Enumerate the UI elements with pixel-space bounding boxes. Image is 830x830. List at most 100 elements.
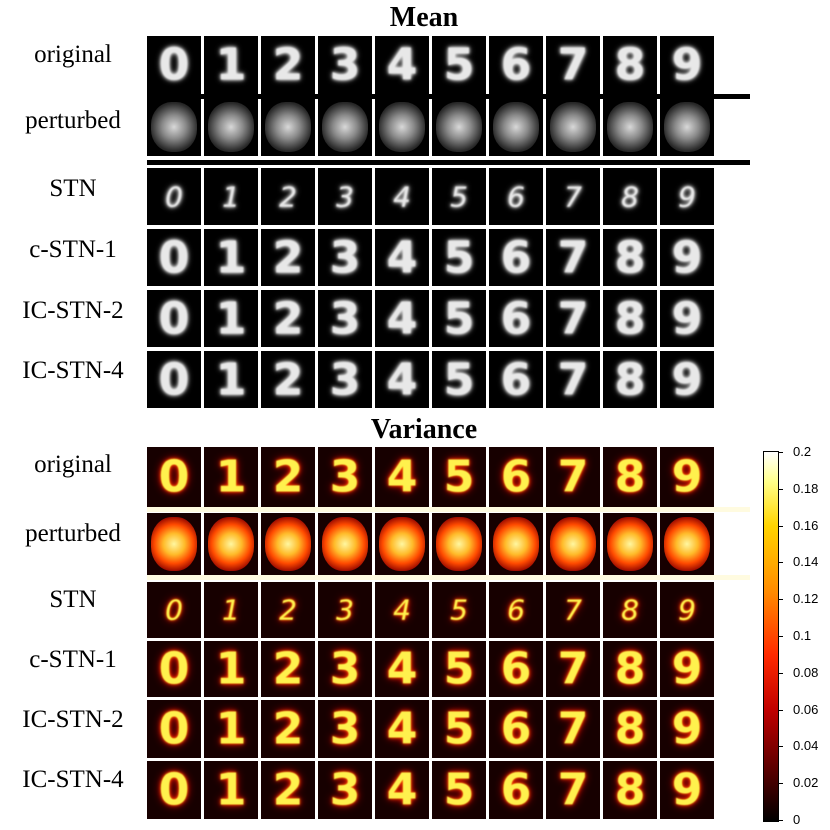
mean-digit-glyph: 5 (443, 232, 475, 283)
mean-digit-image: 0 (147, 351, 201, 408)
mean-digit-glyph: 2 (272, 293, 304, 344)
mean-digit-image: 4 (375, 36, 429, 94)
variance-digit-glyph: 4 (386, 451, 418, 503)
variance-digit-image: 5 (432, 641, 486, 697)
colorbar-tick-mark (778, 599, 783, 601)
mean-digit-image: 9 (660, 168, 714, 225)
mean-digit-image: 5 (432, 36, 486, 94)
variance-digit-image: 1 (204, 447, 258, 507)
mean-row-label: IC-STN-4 (22, 357, 124, 384)
mean-row-label: STN (49, 175, 97, 202)
mean-digit-glyph: 2 (272, 232, 304, 283)
variance-digit-image (261, 513, 315, 575)
variance-digit-image (432, 513, 486, 575)
variance-perturbed-blob (664, 517, 710, 571)
mean-digit-image (318, 98, 372, 156)
mean-digit-glyph: 9 (678, 180, 696, 213)
colorbar-tick-mark (778, 562, 783, 564)
variance-perturbed-blob (436, 517, 482, 571)
variance-digit-glyph: 4 (393, 593, 411, 627)
colorbar-tick-label: 0.08 (793, 664, 819, 680)
mean-digit-glyph: 4 (393, 180, 411, 213)
variance-digit-glyph: 9 (671, 643, 703, 695)
variance-digit-glyph: 6 (500, 703, 532, 755)
variance-digit-image: 8 (603, 447, 657, 507)
mean-digit-image (204, 98, 258, 156)
mean-digit-glyph: 8 (614, 293, 646, 344)
variance-digit-glyph: 0 (158, 764, 190, 816)
variance-row-label: perturbed (25, 520, 121, 547)
mean-digit-image (660, 98, 714, 156)
colorbar-tick-mark (778, 746, 783, 748)
variance-digit-glyph: 1 (215, 764, 247, 816)
variance-row-label: STN (49, 586, 97, 613)
mean-digit-image: 6 (489, 351, 543, 408)
variance-perturbed-blob (607, 517, 653, 571)
variance-perturbed-blob (379, 517, 425, 571)
mean-digit-glyph: 4 (386, 39, 418, 91)
mean-digit-image: 5 (432, 168, 486, 225)
mean-digit-glyph: 2 (272, 354, 304, 405)
mean-digit-glyph: 1 (215, 232, 247, 283)
variance-row-label: IC-STN-4 (22, 766, 124, 793)
colorbar-tick-mark (778, 525, 783, 527)
mean-digit-glyph: 9 (671, 39, 703, 91)
variance-digit-image: 6 (489, 582, 543, 638)
mean-row-label: perturbed (25, 107, 121, 134)
colorbar (763, 451, 779, 822)
variance-digit-glyph: 0 (165, 593, 183, 627)
colorbar-tick-label: 0.16 (793, 517, 819, 533)
mean-digit-glyph: 3 (329, 354, 361, 405)
mean-row-label: c-STN-1 (29, 236, 117, 263)
mean-digit-glyph: 1 (215, 39, 247, 91)
mean-digit-glyph: 7 (564, 180, 582, 213)
variance-digit-image: 7 (546, 582, 600, 638)
colorbar-tick-label: 0.02 (793, 775, 819, 791)
mean-perturbed-blob (550, 102, 596, 152)
mean-row-label: IC-STN-2 (22, 297, 124, 324)
mean-perturbed-blob (436, 102, 482, 152)
variance-digit-glyph: 3 (329, 764, 361, 816)
mean-digit-image: 4 (375, 229, 429, 286)
mean-digit-glyph: 7 (557, 293, 589, 344)
variance-digit-image (204, 513, 258, 575)
variance-digit-image: 4 (375, 761, 429, 819)
mean-digit-image: 2 (261, 290, 315, 347)
mean-digit-image: 5 (432, 290, 486, 347)
mean-digit-image: 8 (603, 36, 657, 94)
variance-digit-glyph: 9 (671, 451, 703, 503)
variance-digit-glyph: 9 (671, 764, 703, 816)
variance-row-label: IC-STN-2 (22, 706, 124, 733)
variance-digit-glyph: 4 (386, 643, 418, 695)
colorbar-tick-label: 0.04 (793, 738, 819, 754)
mean-digit-image: 9 (660, 229, 714, 286)
variance-digit-image (660, 513, 714, 575)
variance-digit-image: 9 (660, 447, 714, 507)
mean-perturbed-blob (379, 102, 425, 152)
variance-perturbed-blob (208, 517, 254, 571)
variance-digit-image: 5 (432, 761, 486, 819)
variance-digit-glyph: 6 (507, 593, 525, 627)
mean-digit-image (375, 98, 429, 156)
colorbar-tick-label: 0.12 (793, 591, 819, 607)
variance-digit-glyph: 7 (564, 593, 582, 627)
mean-digit-image: 3 (318, 290, 372, 347)
variance-digit-image: 6 (489, 700, 543, 758)
variance-digit-glyph: 5 (443, 764, 475, 816)
mean-digit-image: 1 (204, 36, 258, 94)
variance-digit-glyph: 3 (336, 593, 354, 627)
variance-title: Variance (370, 414, 478, 445)
mean-digit-glyph: 7 (557, 232, 589, 283)
mean-digit-glyph: 3 (329, 293, 361, 344)
mean-title: Mean (389, 2, 459, 33)
mean-digit-glyph: 6 (500, 354, 532, 405)
variance-digit-image: 7 (546, 447, 600, 507)
row-separator (147, 507, 750, 512)
mean-digit-glyph: 0 (158, 232, 190, 283)
variance-digit-glyph: 1 (215, 643, 247, 695)
variance-digit-image (375, 513, 429, 575)
